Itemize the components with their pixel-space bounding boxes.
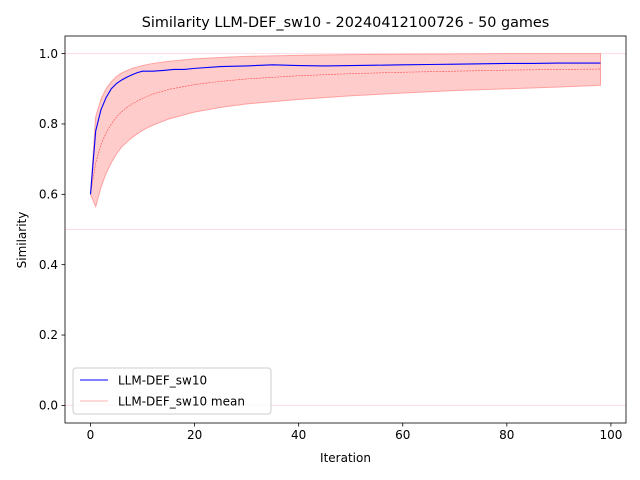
y-axis-label: Similarity bbox=[15, 212, 29, 269]
x-tick-label: 0 bbox=[87, 428, 95, 442]
series-line-2 bbox=[90, 68, 601, 195]
x-tick-label: 40 bbox=[291, 428, 306, 442]
x-tick-label: 20 bbox=[187, 428, 202, 442]
y-tick-label: 0.0 bbox=[39, 399, 58, 413]
x-tick-label: 60 bbox=[395, 428, 410, 442]
legend-label-series-2: LLM-DEF_sw10 mean bbox=[118, 395, 245, 409]
chart-title: Similarity LLM-DEF_sw10 - 20240412100726… bbox=[142, 15, 550, 31]
y-tick-label: 0.2 bbox=[39, 328, 58, 342]
series-line-1 bbox=[89, 62, 601, 195]
legend-label-series-1: LLM-DEF_sw10 bbox=[118, 374, 207, 388]
x-axis-label: Iteration bbox=[320, 451, 371, 465]
x-tick-label: 80 bbox=[499, 428, 514, 442]
plot-area: 0 20 40 60 80 100 0.0 0.2 0.4 0.6 0.8 1.0 bbox=[39, 35, 627, 442]
y-tick-label: 1.0 bbox=[39, 47, 58, 61]
y-tick-label: 0.8 bbox=[39, 117, 58, 131]
y-tick-label: 0.6 bbox=[39, 188, 58, 202]
confidence-band bbox=[89, 53, 601, 209]
legend-frame bbox=[72, 367, 272, 415]
legend: LLM-DEF_sw10 LLM-DEF_sw10 mean bbox=[72, 367, 272, 415]
axes-frame bbox=[64, 35, 627, 424]
plot-content bbox=[65, 53, 626, 406]
y-tick-label: 0.4 bbox=[39, 258, 58, 272]
x-tick-label: 100 bbox=[599, 428, 622, 442]
